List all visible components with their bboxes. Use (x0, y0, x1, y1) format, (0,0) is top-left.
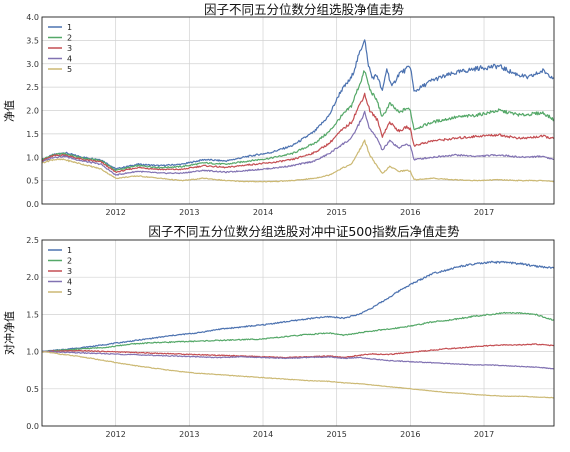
bottom-ytick-label: 2.0 (26, 273, 39, 282)
chart-bottom: 因子不同五分位数分组选股对冲中证500指数后净值走势 对冲净值 0.0 0.5 1.… (2, 224, 555, 439)
top-ytick-label: 0.5 (26, 177, 39, 186)
top-ytick-label: 0.0 (26, 200, 39, 209)
chart-top-title: 因子不同五分位数分组选股净值走势 (204, 2, 405, 17)
bottom-xtick-label: 2013 (179, 430, 199, 439)
chart-bottom-title: 因子不同五分位数分组选股对冲中证500指数后净值走势 (148, 224, 460, 239)
top-xtick-label: 2015 (326, 208, 346, 217)
top-axes-frame (41, 16, 555, 205)
bottom-ytick-label: 2.5 (26, 236, 39, 245)
top-series-5-line (41, 139, 555, 183)
bottom-xtick-label: 2017 (474, 430, 494, 439)
top-ytick-label: 3.5 (26, 36, 39, 45)
top-series-4-line (41, 110, 555, 176)
bottom-series-1-line (42, 260, 555, 353)
bottom-ytick-label: 1.5 (26, 310, 39, 319)
top-series-2-line (41, 70, 555, 172)
top-xtick-label: 2013 (179, 208, 199, 217)
top-series-3-line (41, 92, 555, 173)
bottom-series-4-line (42, 350, 555, 370)
top-xtick-label: 2017 (474, 208, 494, 217)
top-xtick-label: 2016 (400, 208, 420, 217)
bottom-series-5-line (41, 350, 555, 399)
top-series-1-line (41, 39, 555, 170)
bottom-axes-frame (41, 239, 555, 427)
bottom-xtick-label: 2014 (253, 430, 273, 439)
top-ytick-label: 2.0 (26, 107, 39, 116)
chart-top-ylabel: 净值 (2, 100, 16, 122)
bottom-legend-label-4: 4 (67, 278, 72, 287)
bottom-legend-label-2: 2 (67, 257, 72, 266)
top-ytick-label: 4.0 (26, 13, 39, 22)
bottom-legend-label-1: 1 (67, 246, 72, 255)
bottom-xtick-label: 2016 (400, 430, 420, 439)
top-legend-label-1: 1 (67, 23, 72, 32)
bottom-xtick-label: 2015 (326, 430, 346, 439)
top-legend-label-3: 3 (67, 44, 72, 53)
top-ytick-label: 3.0 (26, 60, 39, 69)
chart-bottom-plot-area: 0.0 0.5 1.0 1.5 2.0 2.5 2012 2013 2014 2015 2016 20… (26, 236, 555, 439)
top-ytick-label: 1.5 (26, 130, 39, 139)
top-legend-label-2: 2 (67, 34, 72, 43)
bottom-ytick-label: 0.0 (26, 422, 39, 431)
chart-bottom-ylabel: 对冲净值 (2, 311, 16, 355)
bottom-ytick-label: 1.0 (26, 348, 39, 357)
bottom-ytick-label: 0.5 (26, 385, 39, 394)
chart-top: 因子不同五分位数分组选股净值走势 净值 0.0 0.5 1.0 1.5 2.0 2.5 3.… (2, 2, 555, 217)
top-ytick-label: 1.0 (26, 153, 39, 162)
top-xtick-label: 2014 (253, 208, 273, 217)
top-ytick-label: 2.5 (26, 83, 39, 92)
bottom-legend-label-5: 5 (67, 288, 72, 297)
bottom-legend-label-3: 3 (67, 267, 72, 276)
bottom-series-3-line (41, 343, 555, 359)
chart-top-plot-area: 0.0 0.5 1.0 1.5 2.0 2.5 3.0 3.5 4.0 2012 2013 2014 2… (26, 13, 555, 217)
top-legend-label-4: 4 (67, 55, 72, 64)
top-legend-label-5: 5 (67, 65, 72, 74)
top-xtick-label: 2012 (105, 208, 125, 217)
bottom-series-2-line (41, 311, 555, 353)
bottom-xtick-label: 2012 (105, 430, 125, 439)
